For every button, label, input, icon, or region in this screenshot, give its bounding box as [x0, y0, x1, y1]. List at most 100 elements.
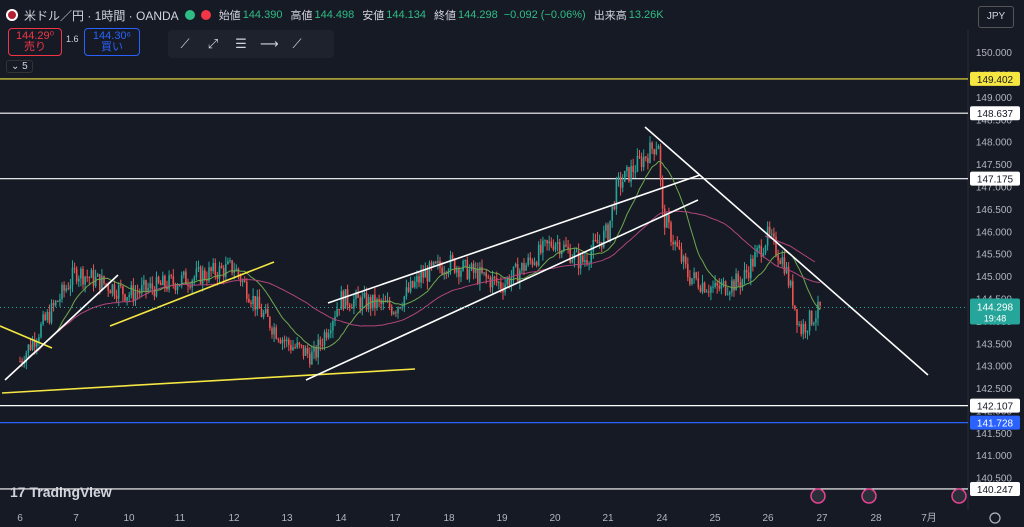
candle-body: [88, 277, 91, 279]
candle-body: [735, 273, 737, 291]
candle-body: [285, 339, 288, 342]
level-label: 147.175: [977, 175, 1014, 186]
candle-body: [659, 145, 662, 180]
candle-body: [38, 337, 40, 342]
currency-select[interactable]: JPY: [978, 6, 1014, 28]
event-icon-us: [861, 488, 877, 504]
candle-body: [138, 292, 141, 294]
candle-body: [25, 352, 28, 363]
candle-body: [136, 292, 139, 294]
candle-body: [697, 278, 700, 288]
channel-lower-line: [305, 199, 699, 381]
symbol-title[interactable]: 米ドル／円 · 1時間 · OANDA: [24, 8, 179, 23]
candle-body: [798, 324, 800, 326]
candle-body: [348, 305, 351, 308]
candle-body: [521, 263, 523, 271]
level-label-box: [970, 415, 1020, 430]
candle-body: [279, 340, 282, 344]
candle-body: [819, 301, 821, 306]
candle-body: [191, 280, 193, 288]
candle-body: [554, 243, 557, 250]
y-tick-label: 141.000: [976, 451, 1013, 462]
candle-body: [241, 280, 244, 282]
candle-body: [162, 275, 164, 286]
candle-body: [143, 280, 145, 285]
volume-label: 出来高: [593, 10, 627, 22]
event-icon-flash: [810, 488, 826, 504]
candle-body: [624, 171, 626, 182]
candle-body: [808, 310, 811, 331]
candle-body: [220, 265, 223, 268]
candle-body: [277, 338, 280, 341]
candle-body: [462, 261, 464, 271]
candle-body: [613, 206, 616, 210]
candle-body: [663, 208, 666, 228]
candle-body: [292, 347, 294, 351]
candle-body: [124, 294, 126, 301]
candle-body: [491, 276, 494, 288]
candle-body: [783, 257, 786, 274]
candle-body: [183, 271, 185, 276]
candle-body: [743, 269, 746, 280]
candle-body: [288, 339, 290, 345]
candle-body: [647, 158, 649, 163]
trendline-icon[interactable]: ⟋: [180, 36, 190, 51]
candle-body: [50, 303, 53, 323]
x-tick-label: 7: [73, 513, 79, 524]
y-tick-label: 140.500: [976, 474, 1013, 485]
candle-body: [40, 324, 42, 338]
candle-body: [342, 291, 345, 309]
candle-body: [474, 268, 477, 273]
candle-body: [332, 321, 334, 331]
x-tick-label: 27: [816, 513, 828, 524]
candle-body: [317, 339, 319, 358]
candle-body: [615, 179, 618, 210]
candle-body: [237, 268, 240, 276]
candle-body: [264, 309, 267, 313]
candle-body: [548, 241, 550, 244]
candle-body: [57, 300, 59, 302]
candle-body: [466, 259, 469, 280]
candle-body: [120, 284, 122, 287]
candle-body: [29, 344, 32, 350]
candle-body: [168, 275, 170, 290]
candle-body: [302, 345, 305, 356]
candle-body: [638, 155, 641, 158]
sell-button[interactable]: 144.29⁰ 売り: [8, 28, 62, 56]
x-tick-label: 26: [762, 513, 774, 524]
candle-body: [96, 274, 99, 277]
y-tick-label: 143.500: [976, 339, 1013, 350]
candle-body: [582, 255, 584, 262]
extended-line-icon[interactable]: ⟋: [292, 36, 302, 51]
candle-body: [756, 248, 758, 253]
candle-body: [323, 332, 326, 346]
ray-icon[interactable]: ⤢: [207, 36, 219, 51]
candle-body: [172, 276, 175, 284]
market-open-icon: [184, 10, 195, 20]
y-tick-label: 147.500: [976, 160, 1013, 171]
candle-body: [621, 181, 624, 188]
candle-body: [489, 277, 492, 288]
candle-body: [468, 269, 471, 280]
fib-icon[interactable]: ☰: [235, 36, 247, 51]
symbol-header: 米ドル／円 · 1時間 · OANDA 始値 144.390 高値 144.498 …: [0, 0, 664, 30]
candle-body: [636, 155, 639, 172]
candle-body: [208, 267, 210, 281]
horizontal-line-icon[interactable]: ⟶: [260, 36, 279, 51]
candle-body: [304, 347, 307, 356]
candle-body: [768, 226, 771, 234]
candle-body: [325, 332, 328, 338]
candle-body: [626, 166, 628, 172]
candle-body: [502, 288, 504, 293]
candle-body: [393, 312, 395, 314]
candle-body: [668, 215, 670, 223]
candle-body: [153, 288, 156, 297]
buy-button[interactable]: 144.30⁶ 買い: [84, 28, 140, 56]
candle-body: [558, 242, 561, 255]
candle-body: [231, 260, 233, 273]
indicator-toggle[interactable]: ⌄ 5: [6, 60, 33, 73]
change-value: −0.092 (−0.06%): [503, 9, 586, 21]
candle-body: [170, 275, 172, 277]
candle-body: [722, 281, 725, 284]
